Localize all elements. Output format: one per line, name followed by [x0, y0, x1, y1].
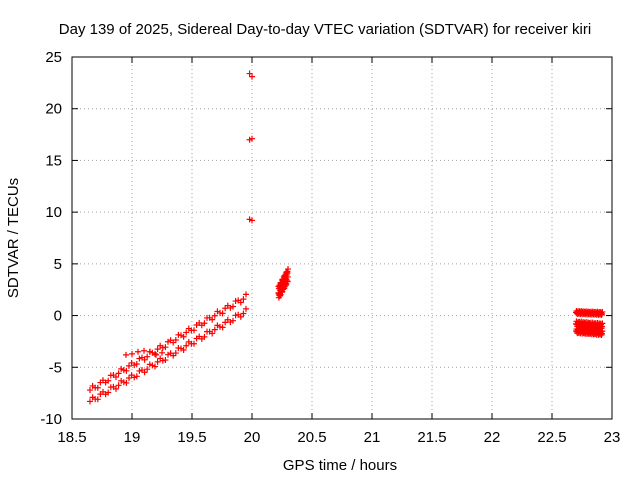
data-point-track-a-lower	[211, 326, 218, 333]
y-ticks: -10 -5 0 5 10 15 20 25	[40, 49, 612, 428]
data-point-track-a-upper	[87, 387, 93, 394]
data-point-track-b	[159, 349, 165, 356]
data-point-track-a-lower	[94, 396, 101, 403]
data-point-spike	[246, 70, 253, 77]
data-point-track-a-upper	[183, 329, 190, 336]
x-tick-label: 22	[484, 429, 501, 446]
data-point-track-a-lower	[201, 333, 208, 340]
y-tick-label: -5	[49, 359, 62, 376]
x-tick-label: 21.5	[417, 429, 446, 446]
data-point-track-a-lower	[162, 357, 169, 364]
x-axis-title: GPS time / hours	[283, 457, 397, 474]
x-tick-label: 18.5	[57, 429, 86, 446]
data-point-track-a-lower	[123, 379, 130, 386]
data-point-spike	[249, 217, 255, 224]
x-tick-label: 20.5	[297, 429, 326, 446]
plot-frame	[71, 56, 613, 420]
data-point-track-a-lower	[237, 313, 244, 320]
data-point-track-a-upper	[115, 370, 122, 377]
data-point-track-a-lower	[183, 342, 190, 349]
data-point-track-a-lower	[172, 350, 179, 357]
data-points	[87, 70, 606, 405]
data-point-track-a-upper	[162, 344, 169, 351]
data-point-cluster-22.8-low	[599, 328, 606, 335]
data-point-cluster-20.3	[282, 282, 289, 289]
data-point-cluster-22.8-top	[599, 308, 606, 315]
data-point-track-a-upper	[230, 303, 236, 310]
data-point-track-b	[141, 347, 147, 354]
data-point-track-a-lower	[133, 373, 140, 380]
data-point-track-a-upper	[123, 367, 130, 374]
x-tick-label: 22.5	[537, 429, 566, 446]
data-point-track-a-upper	[141, 356, 148, 363]
chart-title: Day 139 of 2025, Sidereal Day-to-day VTE…	[59, 21, 591, 38]
data-point-track-a-lower	[152, 363, 158, 370]
data-point-track-a-upper	[118, 365, 125, 372]
data-point-spike	[249, 135, 255, 142]
y-tick-label: 10	[45, 204, 62, 221]
data-point-track-a-upper	[209, 316, 216, 323]
data-point-track-a-upper	[152, 350, 158, 357]
data-point-spike	[249, 73, 255, 80]
data-point-track-a-upper	[144, 353, 151, 360]
data-point-cluster-20.3	[277, 292, 283, 299]
data-point-track-a-lower	[240, 310, 247, 317]
data-point-cluster-20.3	[285, 266, 291, 273]
y-tick-label: 15	[45, 152, 62, 169]
data-point-cluster-20.3	[284, 273, 291, 280]
data-point-track-a-upper	[133, 360, 140, 367]
data-point-track-a-upper	[219, 310, 226, 317]
data-point-cluster-22.8-mid	[599, 320, 606, 327]
data-point-track-a-lower	[209, 330, 216, 337]
y-tick-label: 20	[45, 101, 62, 118]
data-point-track-a-upper	[105, 377, 112, 384]
x-tick-label: 20	[244, 429, 261, 446]
data-point-track-b	[153, 351, 159, 358]
data-point-track-a-upper	[211, 312, 218, 319]
data-point-track-b	[147, 348, 153, 355]
data-point-track-a-upper	[191, 327, 197, 334]
data-point-track-a-upper	[240, 296, 247, 303]
data-point-track-b	[135, 348, 141, 355]
data-point-track-a-upper	[237, 299, 244, 306]
data-point-track-b	[123, 351, 129, 358]
data-point-track-a-lower	[180, 347, 187, 354]
x-tick-label: 19	[124, 429, 141, 446]
data-point-track-a-lower	[113, 385, 119, 392]
data-point-track-a-lower	[87, 398, 93, 405]
data-point-track-a-lower	[219, 324, 226, 331]
y-tick-label: 0	[54, 308, 62, 325]
data-point-track-a-upper	[180, 333, 187, 340]
data-point-track-a-lower	[243, 305, 249, 312]
data-point-track-a-lower	[230, 317, 236, 324]
grid	[72, 57, 612, 419]
x-tick-label: 21	[364, 429, 381, 446]
data-point-track-a-lower	[105, 389, 112, 396]
y-axis-title: SDTVAR / TECUs	[5, 178, 22, 298]
data-point-track-b	[129, 350, 135, 357]
data-point-track-a-upper	[172, 336, 179, 343]
data-point-track-a-upper	[94, 384, 101, 391]
x-tick-label: 19.5	[177, 429, 206, 446]
y-tick-label: 25	[45, 49, 62, 66]
data-point-track-a-lower	[144, 366, 151, 373]
data-point-track-a-upper	[201, 320, 208, 327]
data-point-track-a-lower	[154, 358, 161, 365]
y-tick-label: 5	[54, 256, 62, 273]
x-ticks: 18.5 19 19.5 20 20.5 21 21.5 22 22.5 23	[57, 57, 620, 446]
data-point-track-a-upper	[113, 374, 119, 381]
data-point-track-a-lower	[118, 377, 125, 384]
x-tick-label: 23	[604, 429, 621, 446]
y-tick-label: -10	[40, 411, 62, 428]
data-point-track-a-lower	[141, 369, 148, 376]
data-point-track-a-upper	[154, 346, 161, 353]
data-point-track-a-upper	[243, 291, 249, 298]
data-point-track-a-lower	[191, 340, 197, 347]
data-point-track-a-lower	[115, 382, 122, 389]
